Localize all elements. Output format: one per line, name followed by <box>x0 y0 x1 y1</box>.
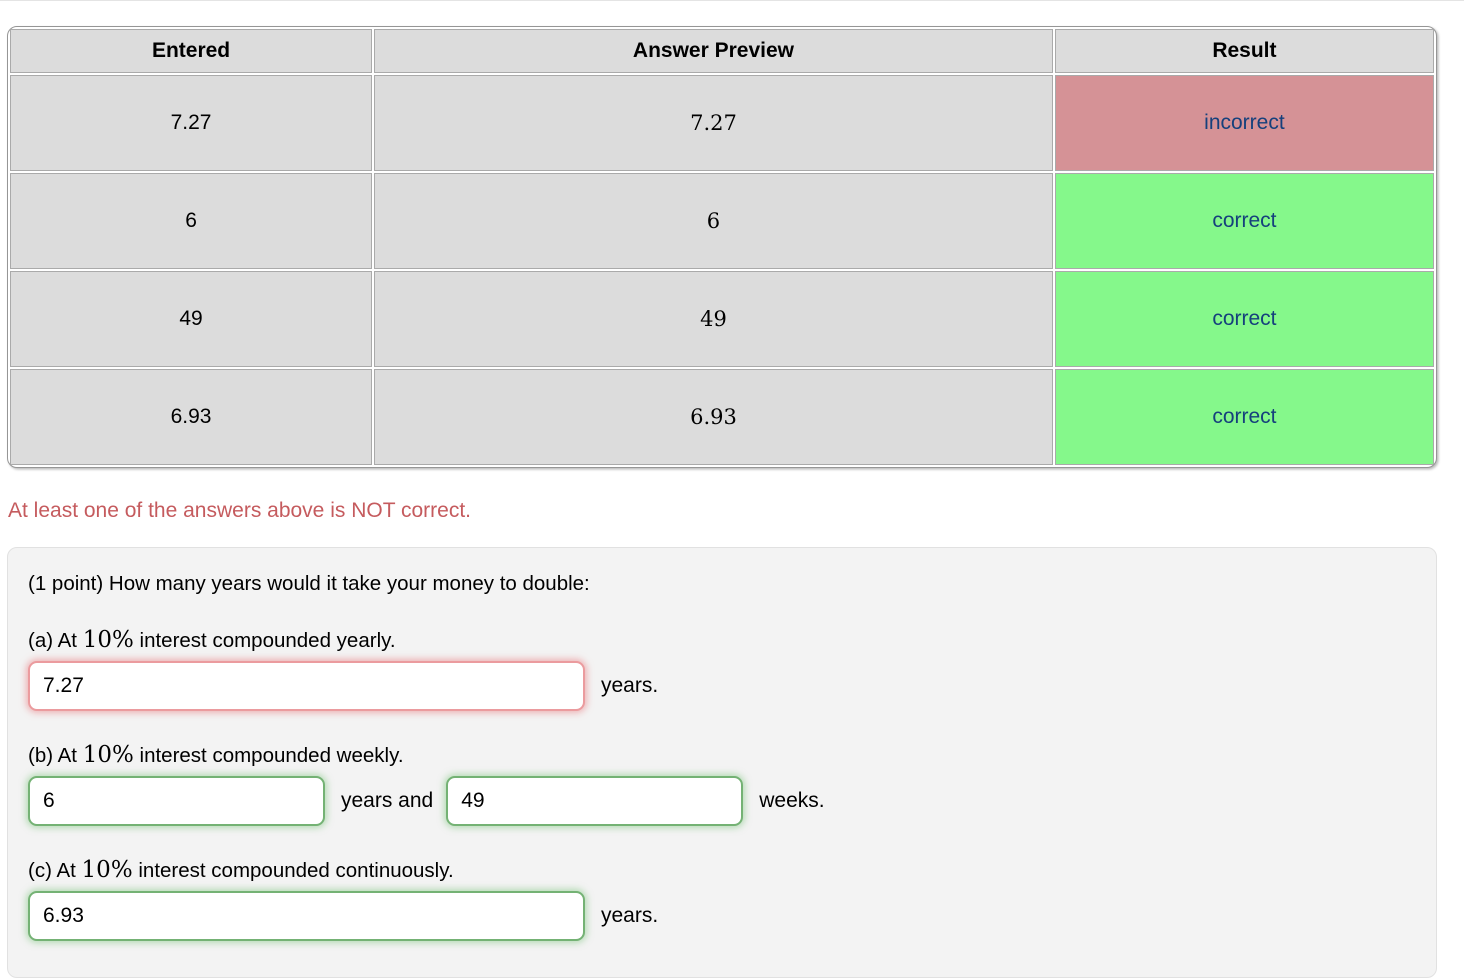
results-header-row: Entered Answer Preview Result <box>10 29 1434 73</box>
answer-preview-cell: 6.93 <box>374 369 1053 465</box>
answer-unit-label-a: years. <box>601 674 659 697</box>
answer-input-b-years[interactable] <box>28 776 325 826</box>
problem-box: (1 point) How many years would it take y… <box>7 547 1437 978</box>
part-a-prompt: (a) At 10% interest compounded yearly. <box>28 627 1416 653</box>
part-a-text: interest compounded yearly. <box>139 629 396 652</box>
answer-input-c[interactable] <box>28 891 585 941</box>
part-c-label: (c) At <box>28 859 76 882</box>
problem-statement: (1 point) How many years would it take y… <box>28 572 590 595</box>
answer-unit-label-b-years: years and <box>341 789 434 812</box>
answer-unit-label-b-weeks: weeks. <box>759 789 825 812</box>
answer-input-b-weeks[interactable] <box>446 776 744 826</box>
answer-preview-cell: 49 <box>374 271 1053 367</box>
table-row: 6 6 correct <box>10 173 1434 269</box>
part-b-text: interest compounded weekly. <box>139 744 404 767</box>
entered-cell: 49 <box>10 271 373 367</box>
answer-preview-cell: 7.27 <box>374 75 1053 171</box>
part-c-text: interest compounded continuously. <box>138 859 454 882</box>
table-row: 7.27 7.27 incorrect <box>10 75 1434 171</box>
part-a-label: (a) At <box>28 629 77 652</box>
part-b-label: (b) At <box>28 744 77 767</box>
answer-preview-cell: 6 <box>374 173 1053 269</box>
entered-cell: 7.27 <box>10 75 373 171</box>
part-b-prompt: (b) At 10% interest compounded weekly. <box>28 742 1416 768</box>
part-c-math: 10% <box>81 857 133 883</box>
top-divider <box>0 0 1464 1</box>
answer-row-a: years. <box>28 661 1416 711</box>
part-c-prompt: (c) At 10% interest compounded continuou… <box>28 857 1416 883</box>
problem-part-c: (c) At 10% interest compounded continuou… <box>28 857 1416 941</box>
page: Entered Answer Preview Result 7.27 7.27 … <box>7 26 1437 978</box>
result-cell: correct <box>1054 271 1434 367</box>
entered-cell: 6 <box>10 173 373 269</box>
answer-row-b: years and weeks. <box>28 776 1416 826</box>
answer-input-a[interactable] <box>28 661 585 711</box>
result-cell: incorrect <box>1054 75 1434 171</box>
part-a-math: 10% <box>82 627 134 653</box>
result-cell: correct <box>1054 369 1434 465</box>
alert-message: At least one of the answers above is NOT… <box>8 499 471 522</box>
problem-part-b: (b) At 10% interest compounded weekly. y… <box>28 742 1416 826</box>
column-header-answer-preview: Answer Preview <box>374 29 1053 73</box>
problem-part-a: (a) At 10% interest compounded yearly. y… <box>28 627 1416 711</box>
table-row: 6.93 6.93 correct <box>10 369 1434 465</box>
column-header-entered: Entered <box>10 29 373 73</box>
column-header-result: Result <box>1054 29 1434 73</box>
answer-results-table: Entered Answer Preview Result 7.27 7.27 … <box>7 26 1437 468</box>
answer-unit-label-c: years. <box>601 904 659 927</box>
answer-row-c: years. <box>28 891 1416 941</box>
result-cell: correct <box>1054 173 1434 269</box>
entered-cell: 6.93 <box>10 369 373 465</box>
part-b-math: 10% <box>82 742 134 768</box>
table-row: 49 49 correct <box>10 271 1434 367</box>
